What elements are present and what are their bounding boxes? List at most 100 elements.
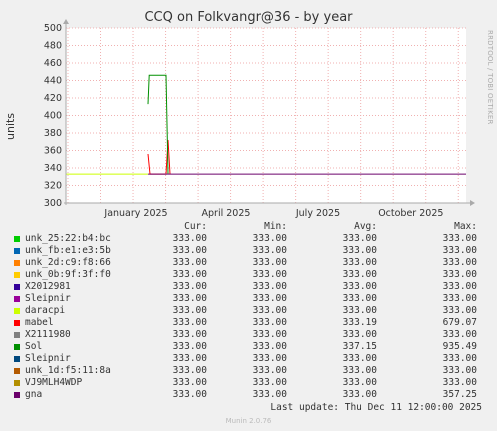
legend-cur: 333.00 [172,341,207,352]
y-tick-label: 500 [44,23,62,34]
legend-avg: 333.00 [342,329,377,340]
chart-title: CCQ on Folkvangr@36 - by year [144,10,353,25]
x-axis-arrow [470,200,475,206]
legend-name: X2111980 [25,329,71,340]
y-tick-label: 360 [44,146,62,157]
legend-min: 333.00 [252,281,287,292]
legend-avg: 333.00 [342,269,377,280]
munin-version: Munin 2.0.76 [225,417,272,425]
legend-item: VJ9MLH4WDP 333.00 333.00 333.00 333.00 [12,377,492,389]
legend-item: gna 333.00 333.00 333.00 357.25 [12,389,492,401]
legend-swatch [14,344,20,350]
legend-min: 333.00 [252,341,287,352]
legend-name: Sleipnir [25,293,71,304]
legend-max: 333.00 [442,365,477,376]
legend-min: 333.00 [252,233,287,244]
y-tick-label: 460 [44,58,62,69]
legend-cur: 333.00 [172,305,207,316]
legend-name: unk_2d:c9:f8:66 [25,257,111,268]
legend-avg: 333.00 [342,377,377,388]
legend-max: 333.00 [442,269,477,280]
legend-item: mabel 333.00 333.00 333.19 679.07 [12,317,492,329]
legend-avg: 333.00 [342,365,377,376]
header-cur: Cur: [184,221,207,232]
y-tick-label: 480 [44,41,62,52]
series-line [147,74,169,175]
legend-name: Sleipnir [25,353,71,364]
legend-name: daracpi [25,305,66,316]
y-tick-label: 320 [44,181,62,192]
legend-swatch [14,380,20,386]
legend-item: unk_2d:c9:f8:66 333.00 333.00 333.00 333.00 [12,257,492,269]
legend-swatch [14,320,20,326]
legend-min: 333.00 [252,317,287,328]
legend-min: 333.00 [252,269,287,280]
legend: Cur: Min: Avg: Max: unk_25:22:b4:bc 333.0… [12,221,492,401]
legend-avg: 333.00 [342,389,377,400]
legend-swatch [14,272,20,278]
legend-swatch [14,248,20,254]
legend-max: 333.00 [442,329,477,340]
legend-swatch [14,260,20,266]
y-axis-arrow [63,19,69,24]
legend-item: X2012981 333.00 333.00 333.00 333.00 [12,281,492,293]
legend-avg: 337.15 [342,341,377,352]
legend-max: 333.00 [442,257,477,268]
legend-swatch [14,332,20,338]
legend-swatch [14,392,20,398]
y-tick-label: 420 [44,93,62,104]
legend-header: Cur: Min: Avg: Max: [12,221,492,233]
y-tick-label: 340 [44,163,62,174]
legend-name: VJ9MLH4WDP [25,377,83,388]
header-avg: Avg: [354,221,377,232]
legend-cur: 333.00 [172,377,207,388]
legend-min: 333.00 [252,365,287,376]
legend-max: 333.00 [442,245,477,256]
legend-item: Sleipnir 333.00 333.00 333.00 333.00 [12,293,492,305]
legend-cur: 333.00 [172,389,207,400]
legend-cur: 333.00 [172,245,207,256]
legend-min: 333.00 [252,257,287,268]
legend-min: 333.00 [252,305,287,316]
legend-cur: 333.00 [172,353,207,364]
legend-max: 333.00 [442,353,477,364]
legend-swatch [14,308,20,314]
legend-item: X2111980 333.00 333.00 333.00 333.00 [12,329,492,341]
legend-avg: 333.00 [342,245,377,256]
legend-cur: 333.00 [172,329,207,340]
legend-min: 333.00 [252,389,287,400]
legend-max: 333.00 [442,281,477,292]
x-tick-label: October 2025 [378,208,443,219]
legend-avg: 333.00 [342,293,377,304]
legend-max: 333.00 [442,293,477,304]
legend-item: unk_0b:9f:3f:f0 333.00 333.00 333.00 333.00 [12,269,492,281]
legend-cur: 333.00 [172,257,207,268]
legend-min: 333.00 [252,377,287,388]
legend-cur: 333.00 [172,317,207,328]
legend-name: gna [25,389,43,400]
legend-min: 333.00 [252,353,287,364]
legend-max: 679.07 [442,317,477,328]
legend-name: unk_1d:f5:11:8a [25,365,111,376]
series-lines [66,74,466,175]
legend-avg: 333.00 [342,305,377,316]
legend-max: 357.25 [442,389,477,400]
legend-avg: 333.00 [342,257,377,268]
legend-swatch [14,284,20,290]
legend-avg: 333.00 [342,281,377,292]
legend-max: 935.49 [442,341,477,352]
legend-avg: 333.00 [342,353,377,364]
header-min: Min: [264,221,287,232]
legend-max: 333.00 [442,305,477,316]
legend-min: 333.00 [252,245,287,256]
y-tick-label: 440 [44,76,62,87]
legend-name: X2012981 [25,281,71,292]
x-tick-label: January 2025 [103,208,167,219]
legend-avg: 333.19 [342,317,377,328]
legend-swatch [14,368,20,374]
legend-cur: 333.00 [172,269,207,280]
legend-item: Sleipnir 333.00 333.00 333.00 333.00 [12,353,492,365]
legend-cur: 333.00 [172,293,207,304]
legend-swatch [14,356,20,362]
